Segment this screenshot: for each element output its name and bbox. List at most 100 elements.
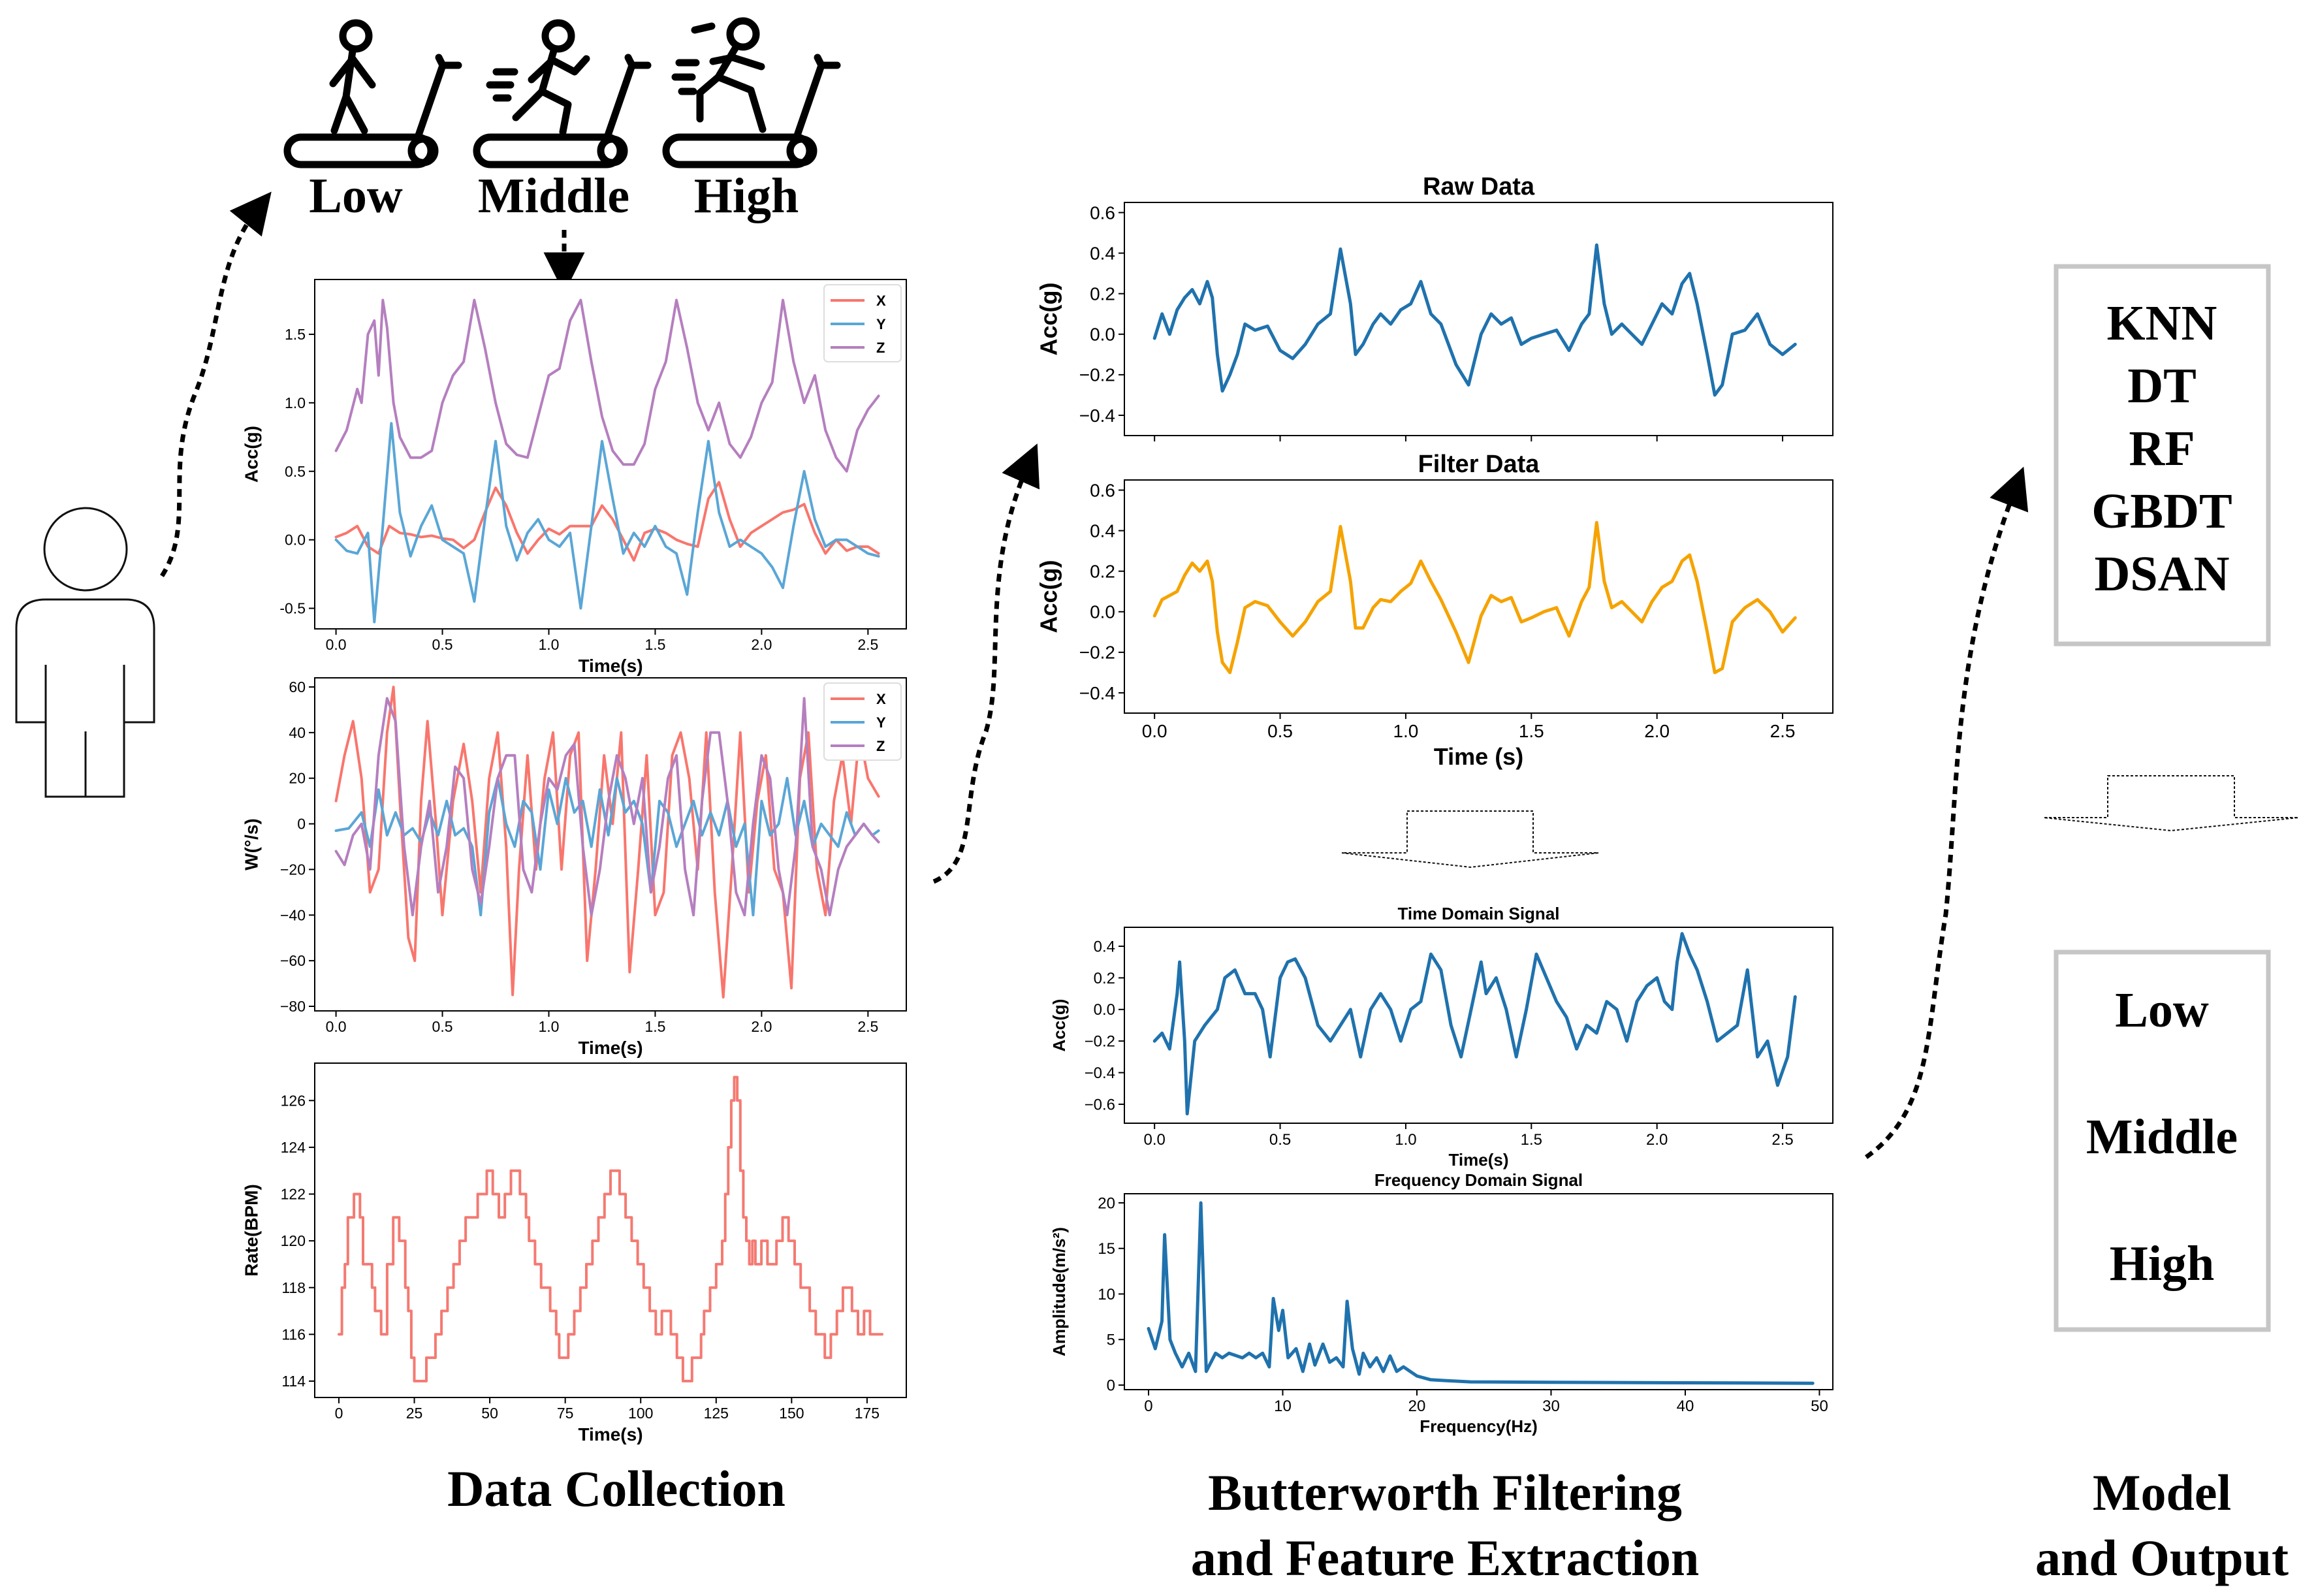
acc-legend-label: Y — [876, 316, 886, 332]
timedomain-xtick-label: 1.0 — [1395, 1131, 1416, 1149]
gyro-ytick-label: 20 — [289, 770, 306, 787]
raw-ytick-label: 0.4 — [1090, 243, 1115, 263]
heart-ylabel: Rate(BPM) — [241, 1184, 261, 1277]
acc-xtick-label: 2.5 — [857, 636, 878, 653]
treadmill-sprinting-icon — [666, 21, 837, 165]
raw-ytick-label: −0.2 — [1079, 365, 1115, 385]
heart-ytick-label: 116 — [281, 1326, 306, 1343]
gyro-ytick-label: 0 — [297, 816, 306, 833]
timedomain-ytick-label: −0.6 — [1085, 1096, 1115, 1113]
heart-xtick-label: 0 — [335, 1405, 343, 1422]
gyro-legend-label: X — [876, 691, 886, 707]
freqdomain-frame — [1124, 1194, 1833, 1390]
gyro-ytick-label: −20 — [280, 861, 306, 878]
gyro-xtick-label: 2.5 — [857, 1018, 878, 1035]
timedomain-ytick-label: 0.4 — [1094, 938, 1115, 955]
heart-ytick-label: 114 — [281, 1373, 306, 1390]
timedomain-xlabel: Time(s) — [1449, 1150, 1509, 1170]
gyro-ylabel: W(°/s) — [241, 818, 261, 870]
heart-ytick-label: 120 — [281, 1232, 306, 1249]
acc-frame — [315, 279, 906, 629]
gyro-ytick-label: −40 — [280, 906, 306, 923]
acc-ytick-label: 1.5 — [285, 326, 306, 343]
heart-ytick-label: 118 — [281, 1279, 306, 1296]
freqdomain-xlabel: Frequency(Hz) — [1420, 1416, 1538, 1436]
timedomain-xtick-label: 0.5 — [1269, 1131, 1291, 1149]
freqdomain-xtick-label: 40 — [1677, 1397, 1694, 1415]
acc-legend-label: X — [876, 293, 886, 309]
acc-legend-label: Z — [876, 340, 885, 356]
filter-ytick-label: 0.6 — [1090, 480, 1115, 500]
acc-xlabel: Time(s) — [578, 656, 643, 676]
timedomain-ytick-label: −0.2 — [1085, 1033, 1115, 1051]
model-dsan: DSAN — [2095, 547, 2230, 601]
gyro-ytick-label: −60 — [280, 952, 306, 969]
heart-xtick-label: 100 — [628, 1405, 653, 1422]
level-middle-label: Middle — [478, 168, 629, 223]
gyro-ytick-label: −80 — [280, 998, 306, 1015]
model-dt: DT — [2127, 359, 2197, 413]
filter-ytick-label: 0.4 — [1090, 520, 1115, 541]
filter-xtick-label: 0.5 — [1267, 721, 1293, 741]
acc-xtick-label: 2.0 — [751, 636, 772, 653]
freqdomain-ylabel: Amplitude(m/s²) — [1049, 1227, 1069, 1356]
acc-ytick-label: -0.5 — [279, 600, 306, 617]
timedomain-ytick-label: 0.2 — [1094, 970, 1115, 987]
gyro-ytick-label: 60 — [289, 678, 306, 695]
arrow-collection-to-filtering — [934, 462, 1029, 882]
acc-xtick-label: 1.0 — [538, 636, 559, 653]
raw-ytick-label: 0.6 — [1090, 202, 1115, 223]
treadmill-walking-icon — [287, 23, 458, 165]
freqdomain-ytick-label: 15 — [1098, 1240, 1115, 1258]
filter-xtick-label: 2.5 — [1770, 721, 1796, 741]
block-arrow-model-to-output — [2044, 776, 2298, 831]
freqdomain-xtick-label: 10 — [1274, 1397, 1292, 1415]
raw-ytick-label: 0.0 — [1090, 325, 1115, 345]
freqdomain-ytick-label: 20 — [1098, 1194, 1115, 1212]
filter-data-chart: 0.0 0.5 1.0 1.5 2.0 2.5−0.4−0.20.00.20.40.6Ti… — [1035, 451, 1833, 770]
freqdomain-ytick-label: 10 — [1098, 1286, 1115, 1303]
freqdomain-xtick-label: 30 — [1542, 1397, 1560, 1415]
filter-ytick-label: −0.2 — [1079, 643, 1115, 663]
time-domain-chart: 0.0 0.5 1.0 1.5 2.0 2.5 −0.6 −0.4 −0.2 0.0 0.2 0.4 T… — [1049, 904, 1833, 1170]
timedomain-xtick-label: 2.0 — [1646, 1131, 1668, 1149]
heart-xtick-label: 25 — [406, 1405, 423, 1422]
treadmill-running-icon — [477, 23, 648, 165]
gyro-legend-label: Z — [876, 738, 885, 754]
filter-ylabel: Acc(g) — [1035, 560, 1062, 633]
heart-frame — [315, 1063, 906, 1397]
heart-xtick-label: 175 — [855, 1405, 880, 1422]
acc-ytick-label: 1.0 — [285, 394, 306, 411]
diagram-canvas: Low Middle High 0.0 0.5 1.0 1.5 2.0 2.5-0.50.… — [0, 0, 2301, 1596]
raw-ytick-label: 0.2 — [1090, 283, 1115, 304]
timedomain-xtick-label: 2.5 — [1771, 1131, 1793, 1149]
filter-ytick-label: 0.2 — [1090, 561, 1115, 581]
acc-ytick-label: 0.5 — [285, 463, 306, 480]
heart-xtick-label: 150 — [779, 1405, 804, 1422]
filter-xtick-label: 1.5 — [1519, 721, 1544, 741]
block-arrow-filter-to-features — [1342, 811, 1598, 867]
heart-ytick-label: 122 — [281, 1186, 306, 1203]
heart-rate-chart: 0 25 50 75 100 125 150 175 114 116 118 120 122 124 126… — [241, 1063, 906, 1444]
gyro-xtick-label: 1.5 — [644, 1018, 665, 1035]
timedomain-ytick-label: −0.4 — [1085, 1064, 1115, 1082]
raw-data-chart: −0.4 −0.2 0.0 0.2 0.4 0.6 Acc(g) Raw Data — [1035, 173, 1833, 441]
gyro-legend-label: Y — [876, 714, 886, 731]
timedomain-xtick-label: 0.0 — [1143, 1131, 1165, 1149]
person-icon — [16, 508, 154, 797]
acc-ytick-label: 0.0 — [285, 532, 306, 549]
heart-ytick-label: 126 — [281, 1092, 306, 1109]
raw-ylabel: Acc(g) — [1035, 282, 1062, 355]
heart-xtick-label: 75 — [557, 1405, 574, 1422]
filter-xlabel: Time (s) — [1434, 743, 1523, 770]
raw-ytick-label: −0.4 — [1079, 406, 1115, 426]
heart-xlabel: Time(s) — [578, 1424, 643, 1444]
timedomain-ytick-label: 0.0 — [1094, 1001, 1115, 1019]
raw-title: Raw Data — [1423, 173, 1535, 200]
acc-ylabel: Acc(g) — [241, 426, 261, 483]
filter-xtick-label: 2.0 — [1644, 721, 1670, 741]
section-title-model-line2: and Output — [2035, 1529, 2289, 1586]
gyro-xtick-label: 0.5 — [432, 1018, 453, 1035]
filter-xtick-label: 0.0 — [1142, 721, 1167, 741]
level-high-label: High — [694, 168, 799, 223]
